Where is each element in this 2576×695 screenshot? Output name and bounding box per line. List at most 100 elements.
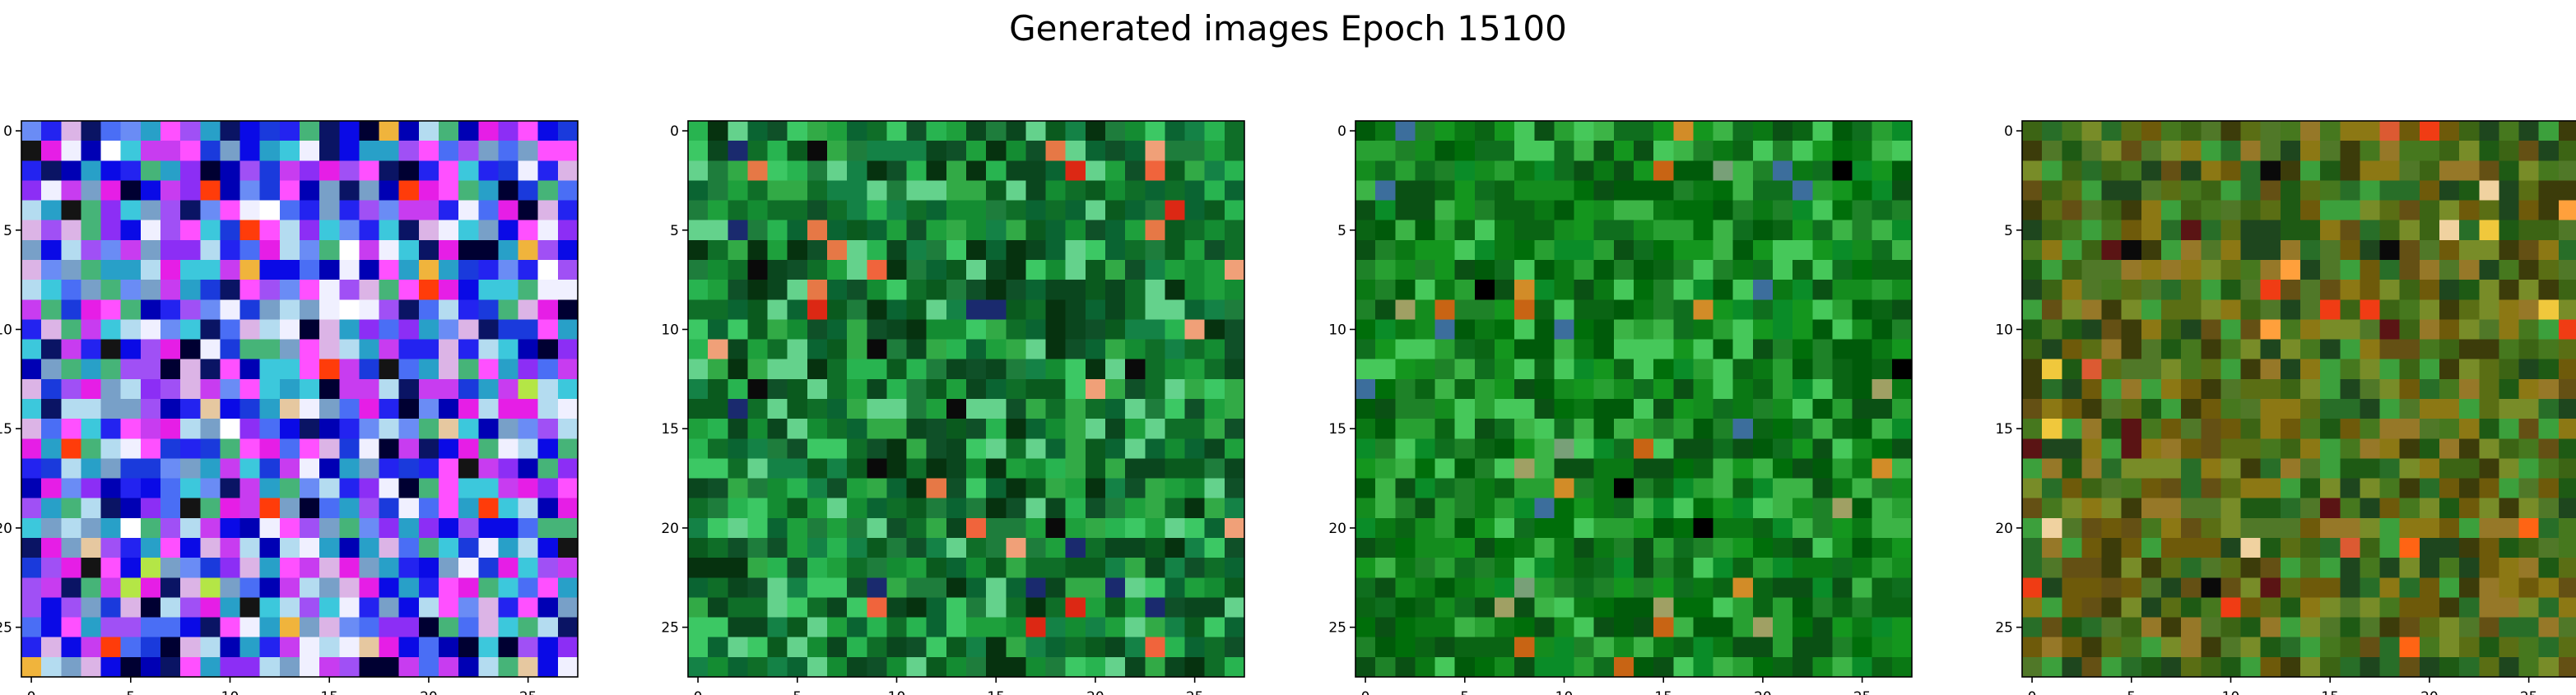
pixel-cell <box>1025 378 1047 400</box>
pixel-cell <box>1125 359 1146 380</box>
pixel-cell <box>81 656 102 678</box>
pixel-cell <box>478 220 500 241</box>
pixel-cell <box>1613 239 1634 261</box>
pixel-cell <box>886 637 908 658</box>
pixel-cell <box>2062 538 2083 558</box>
pixel-grid-1 <box>21 121 579 678</box>
pixel-cell <box>239 498 261 519</box>
pixel-cell <box>1713 378 1734 400</box>
pixel-cell <box>1514 239 1535 261</box>
pixel-cell <box>279 597 300 619</box>
pixel-cell <box>1514 517 1535 539</box>
pixel-cell <box>1495 656 1515 678</box>
pixel-cell <box>379 498 400 519</box>
pixel-cell <box>1395 239 1416 261</box>
pixel-cell <box>1673 399 1695 419</box>
pixel-cell <box>926 319 947 341</box>
pixel-cell <box>2379 121 2401 141</box>
pixel-cell <box>1732 141 1754 161</box>
pixel-cell <box>359 617 380 638</box>
pixel-cell <box>708 538 728 558</box>
pixel-cell <box>2161 121 2182 141</box>
pixel-cell <box>1793 339 1813 360</box>
pixel-cell <box>300 478 320 499</box>
pixel-cell <box>747 458 769 480</box>
pixel-cell <box>398 339 420 360</box>
pixel-cell <box>2499 597 2520 619</box>
pixel-cell <box>2181 200 2202 221</box>
pixel-cell <box>478 339 500 360</box>
pixel-cell <box>1065 200 1086 221</box>
pixel-cell <box>1065 438 1086 460</box>
pixel-cell <box>1165 200 1186 221</box>
pixel-cell <box>926 558 947 578</box>
pixel-cell <box>41 478 62 499</box>
pixel-cell <box>807 558 828 578</box>
pixel-cell <box>886 200 908 221</box>
pixel-cell <box>1793 319 1813 341</box>
pixel-cell <box>2260 637 2281 658</box>
pixel-cell <box>200 538 221 558</box>
pixel-cell <box>21 419 42 439</box>
pixel-cell <box>2419 280 2440 300</box>
pixel-cell <box>1474 260 1495 280</box>
pixel-cell <box>1125 160 1146 182</box>
pixel-cell <box>537 299 559 321</box>
pixel-cell <box>398 577 420 599</box>
pixel-cell <box>2240 378 2262 400</box>
pixel-cell <box>478 160 500 182</box>
pixel-cell <box>557 200 579 221</box>
pixel-cell <box>906 577 928 599</box>
pixel-cell <box>1045 438 1067 460</box>
pixel-cell <box>747 239 769 261</box>
pixel-cell <box>1812 378 1834 400</box>
pixel-cell <box>1006 280 1027 300</box>
pixel-cell <box>1872 617 1893 638</box>
pixel-cell <box>2220 260 2242 280</box>
pixel-cell <box>2419 141 2440 161</box>
pixel-cell <box>926 617 947 638</box>
pixel-cell <box>1105 299 1126 321</box>
pixel-cell <box>1184 438 1206 460</box>
pixel-cell <box>1085 160 1106 182</box>
pixel-cell <box>2499 200 2520 221</box>
pixel-cell <box>557 419 579 439</box>
pixel-cell <box>2538 260 2560 280</box>
pixel-cell <box>1495 339 1515 360</box>
pixel-cell <box>2379 438 2401 460</box>
pixel-cell <box>2300 121 2321 141</box>
pixel-cell <box>2320 617 2341 638</box>
pixel-cell <box>1495 498 1515 519</box>
pixel-cell <box>1653 160 1674 182</box>
pixel-cell <box>2220 538 2242 558</box>
pixel-cell <box>160 656 181 678</box>
pixel-cell <box>1693 299 1714 321</box>
pixel-cell <box>200 319 221 341</box>
pixel-cell <box>1891 239 1913 261</box>
pixel-cell <box>1554 498 1575 519</box>
pixel-cell <box>2538 339 2560 360</box>
pixel-cell <box>160 339 181 360</box>
pixel-cell <box>1355 319 1376 341</box>
pixel-cell <box>2141 498 2162 519</box>
pixel-cell <box>2141 517 2162 539</box>
pixel-cell <box>926 339 947 360</box>
pixel-cell <box>2141 577 2162 599</box>
pixel-cell <box>1165 498 1186 519</box>
pixel-cell <box>2360 220 2381 241</box>
pixel-cell <box>1224 319 1245 341</box>
pixel-cell <box>1514 498 1535 519</box>
pixel-cell <box>2161 438 2182 460</box>
pixel-cell <box>61 399 82 419</box>
pixel-cell <box>2141 458 2162 480</box>
pixel-cell <box>966 637 987 658</box>
pixel-cell <box>458 637 479 658</box>
pixel-cell <box>2419 538 2440 558</box>
pixel-cell <box>1006 339 1027 360</box>
pixel-cell <box>2439 339 2460 360</box>
pixel-cell <box>2479 260 2500 280</box>
pixel-cell <box>2379 359 2401 380</box>
pixel-cell <box>1065 458 1086 480</box>
pixel-cell <box>747 121 769 141</box>
pixel-cell <box>847 378 867 400</box>
